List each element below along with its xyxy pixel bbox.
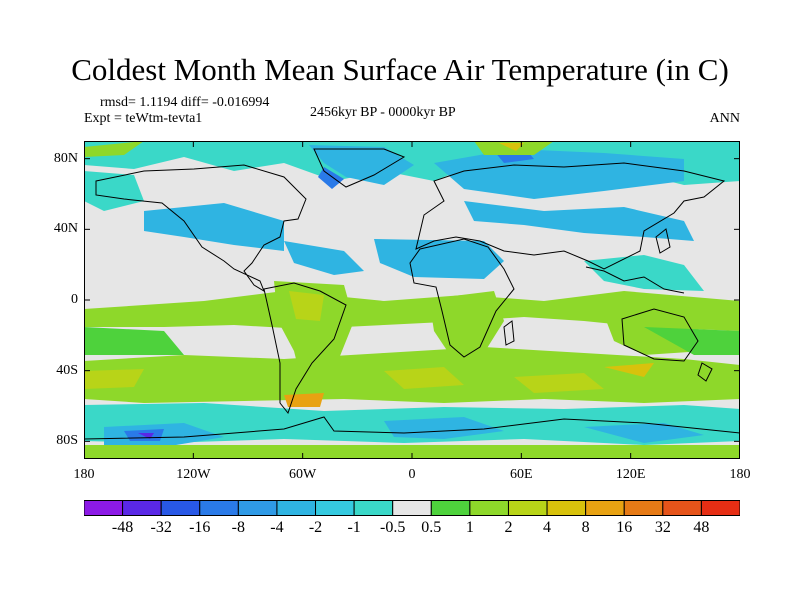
coastline [409,238,515,358]
coastline [655,228,671,254]
colorbar [84,500,740,516]
temperature-map [84,141,740,459]
x-tick-label: 180 [73,467,95,482]
anomaly-patch [384,367,464,389]
colorbar-swatch [276,500,317,516]
coastline [95,164,307,293]
anomaly-patch [289,291,324,321]
anomaly-patch [464,201,694,241]
x-tick-label: 60E [510,467,533,482]
colorbar-swatch [430,500,471,516]
anomaly-patch [584,423,704,443]
y-tick-label: 0 [71,292,78,307]
colorbar-label: 48 [693,519,710,536]
y-tick-label: 40N [53,221,78,237]
colorbar-label: 4 [543,519,552,536]
colorbar-label: 32 [654,519,671,536]
anomaly-patch [309,145,414,185]
anomaly-patch [514,373,604,393]
anomaly-patch [318,167,344,189]
colorbar-swatch [84,500,124,516]
coastline [621,308,699,362]
anomaly-patch [84,291,740,331]
anomaly-patch [84,369,144,389]
tick-marks [84,141,740,459]
colorbar-swatch [507,500,548,516]
anomaly-field-layer [84,141,740,459]
colorbar-swatch [623,500,664,516]
colorbar-label: 8 [581,519,590,536]
x-tick-label: 60W [289,467,317,482]
x-tick-label: 0 [408,467,416,482]
y-tick-label: 80S [56,433,78,449]
colorbar-label: 1 [465,519,474,536]
y-tick-label: 40S [56,362,78,378]
map-title: Coldest Month Mean Surface Air Temperatu… [71,52,729,87]
experiment-label: Expt = teWtm-tevta1 [84,111,203,126]
anomaly-patch [374,239,504,279]
coastline [585,266,685,294]
season-label: ANN [709,111,740,126]
x-tick-label: 120E [615,467,646,482]
coastline [415,162,726,270]
coastline [313,148,406,188]
colorbar-swatch [546,500,587,516]
anomaly-patch [434,149,684,199]
colorbar-label: -4 [270,519,284,536]
colorbar-swatch [160,500,201,516]
anomaly-patch [429,291,504,361]
colorbar-label: -48 [111,519,134,536]
colorbar-label: -8 [231,519,245,536]
colorbar-label: 16 [616,519,633,536]
anomaly-patch [84,445,740,459]
coastline [697,362,713,382]
coastline-layer [84,148,740,440]
colorbar-swatch [353,500,394,516]
colorbar-label: -32 [150,519,172,536]
anomaly-patch [284,393,324,407]
coastline [263,282,347,415]
stats-label: rmsd= 1.1194 diff= -0.016994 [100,95,270,110]
coastline [84,416,740,440]
colorbar-swatch [199,500,239,516]
anomaly-patch [284,241,364,275]
anomaly-patch [84,141,144,157]
colorbar-swatch [585,500,625,516]
colorbar-swatch [392,500,432,516]
x-tick-label: 120W [176,467,211,482]
anomaly-patch [644,327,740,355]
colorbar-label: -1 [347,519,361,536]
anomaly-patch [384,417,504,439]
period-label: 2456kyr BP - 0000kyr BP [310,105,456,120]
coastline [503,320,515,346]
colorbar-swatch [237,500,278,516]
colorbar-swatch [662,500,702,516]
colorbar-swatch [315,500,355,516]
colorbar-label: 0.5 [421,519,442,536]
colorbar-swatch [469,500,509,516]
colorbar-swatch [122,500,162,516]
anomaly-patch [144,203,284,251]
anomaly-patch [499,143,524,151]
colorbar-label: 2 [504,519,513,536]
colorbar-label: -0.5 [380,519,406,536]
x-tick-label: 180 [729,467,751,482]
colorbar-label: -2 [308,519,323,536]
colorbar-label: -16 [189,519,211,536]
y-tick-label: 80N [53,150,78,166]
anomaly-patch [604,363,654,377]
colorbar-swatch [700,500,740,516]
anomaly-patch [84,327,184,355]
anomaly-patch [84,171,144,211]
